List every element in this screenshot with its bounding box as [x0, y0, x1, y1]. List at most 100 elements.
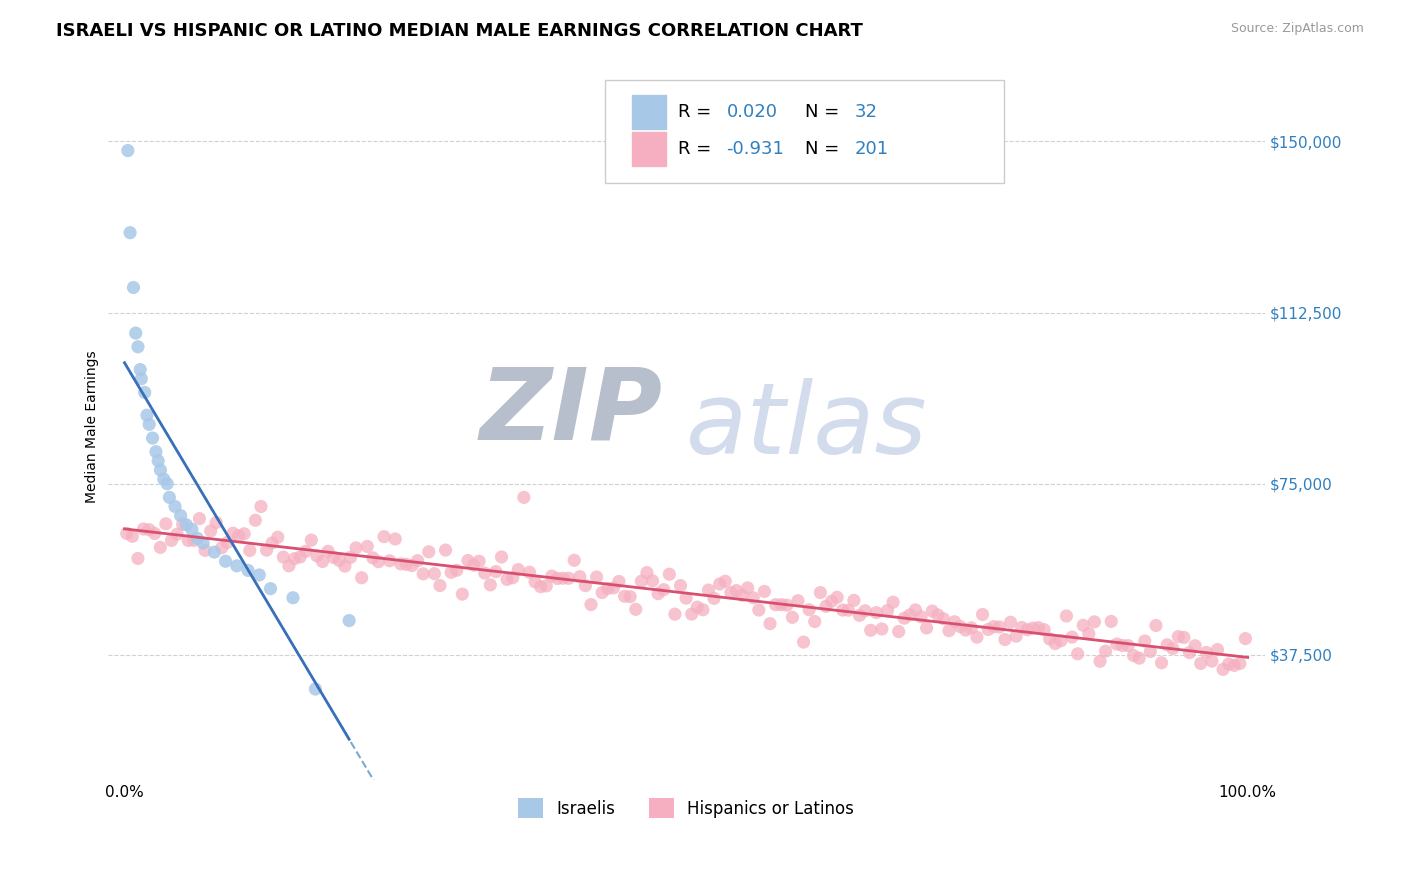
- Point: [1088, 654, 1111, 668]
- Point: [222, 526, 245, 541]
- Point: [988, 620, 1011, 634]
- Point: [373, 530, 395, 544]
- Point: [664, 607, 686, 622]
- Point: [142, 431, 165, 445]
- Point: [876, 604, 898, 618]
- Point: [288, 549, 311, 564]
- Point: [759, 616, 782, 631]
- Point: [502, 571, 524, 585]
- Point: [765, 598, 787, 612]
- Point: [1066, 647, 1088, 661]
- Point: [887, 624, 910, 639]
- Point: [1128, 651, 1150, 665]
- Point: [714, 574, 737, 589]
- Point: [574, 579, 596, 593]
- Point: [186, 532, 208, 546]
- Point: [607, 574, 630, 589]
- Point: [748, 603, 770, 617]
- Point: [1178, 646, 1201, 660]
- Point: [138, 523, 160, 537]
- Point: [247, 568, 270, 582]
- Point: [1212, 662, 1234, 676]
- Text: 32: 32: [855, 103, 877, 121]
- Point: [160, 533, 183, 548]
- Point: [446, 563, 468, 577]
- Point: [776, 598, 799, 612]
- Text: N =: N =: [806, 140, 845, 159]
- Point: [814, 599, 837, 614]
- Point: [143, 526, 166, 541]
- Point: [865, 606, 887, 620]
- Point: [148, 454, 170, 468]
- Point: [250, 500, 273, 514]
- Point: [1099, 615, 1122, 629]
- Point: [636, 566, 658, 580]
- Point: [183, 533, 205, 548]
- Point: [602, 581, 624, 595]
- Point: [1077, 626, 1099, 640]
- Point: [468, 554, 491, 568]
- Point: [337, 614, 360, 628]
- Point: [624, 602, 647, 616]
- Point: [803, 615, 825, 629]
- Point: [977, 623, 1000, 637]
- Point: [703, 591, 725, 606]
- Point: [273, 550, 295, 565]
- Point: [132, 522, 155, 536]
- Point: [619, 590, 641, 604]
- Point: [356, 540, 378, 554]
- Point: [127, 340, 149, 354]
- Point: [591, 585, 613, 599]
- Point: [1173, 631, 1195, 645]
- Point: [731, 588, 754, 602]
- Point: [344, 541, 367, 555]
- Point: [1116, 639, 1139, 653]
- Point: [754, 584, 776, 599]
- Point: [568, 570, 591, 584]
- Point: [134, 385, 156, 400]
- Point: [145, 444, 167, 458]
- Point: [384, 532, 406, 546]
- Text: atlas: atlas: [686, 378, 928, 475]
- Point: [131, 372, 153, 386]
- Point: [157, 491, 180, 505]
- Point: [1039, 632, 1062, 646]
- Point: [115, 526, 138, 541]
- Point: [787, 593, 810, 607]
- Point: [1000, 615, 1022, 630]
- Text: N =: N =: [806, 103, 845, 121]
- Point: [1139, 644, 1161, 658]
- Point: [508, 563, 530, 577]
- Point: [853, 604, 876, 618]
- Point: [278, 558, 301, 573]
- Point: [536, 579, 558, 593]
- Text: ISRAELI VS HISPANIC OR LATINO MEDIAN MALE EARNINGS CORRELATION CHART: ISRAELI VS HISPANIC OR LATINO MEDIAN MAL…: [56, 22, 863, 40]
- Point: [172, 517, 194, 532]
- Point: [479, 578, 502, 592]
- Point: [311, 554, 333, 568]
- Text: Source: ZipAtlas.com: Source: ZipAtlas.com: [1230, 22, 1364, 36]
- Point: [1167, 630, 1189, 644]
- Point: [579, 598, 602, 612]
- Point: [367, 555, 389, 569]
- Point: [259, 582, 281, 596]
- Point: [256, 543, 278, 558]
- Point: [120, 226, 142, 240]
- Point: [898, 607, 921, 622]
- Point: [1017, 623, 1039, 637]
- Point: [169, 508, 191, 523]
- Point: [831, 603, 853, 617]
- Point: [156, 476, 179, 491]
- Point: [122, 280, 145, 294]
- Legend: Israelis, Hispanics or Latinos: Israelis, Hispanics or Latinos: [512, 791, 860, 825]
- Point: [546, 572, 568, 586]
- Point: [236, 563, 259, 577]
- Point: [842, 593, 865, 607]
- Point: [239, 543, 262, 558]
- FancyBboxPatch shape: [605, 80, 1004, 183]
- Point: [202, 545, 225, 559]
- Point: [658, 567, 681, 582]
- Point: [491, 549, 513, 564]
- Point: [1156, 638, 1178, 652]
- Point: [681, 607, 703, 621]
